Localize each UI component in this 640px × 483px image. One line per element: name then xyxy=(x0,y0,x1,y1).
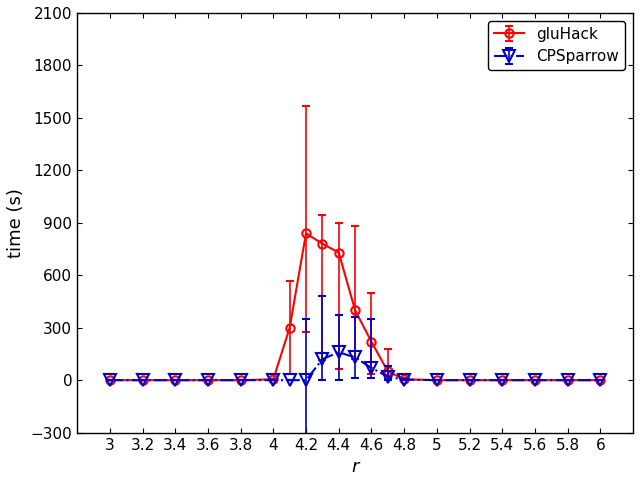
Y-axis label: time (s): time (s) xyxy=(7,188,25,258)
Legend: gluHack, CPSparrow: gluHack, CPSparrow xyxy=(488,21,625,71)
X-axis label: r: r xyxy=(351,458,359,476)
